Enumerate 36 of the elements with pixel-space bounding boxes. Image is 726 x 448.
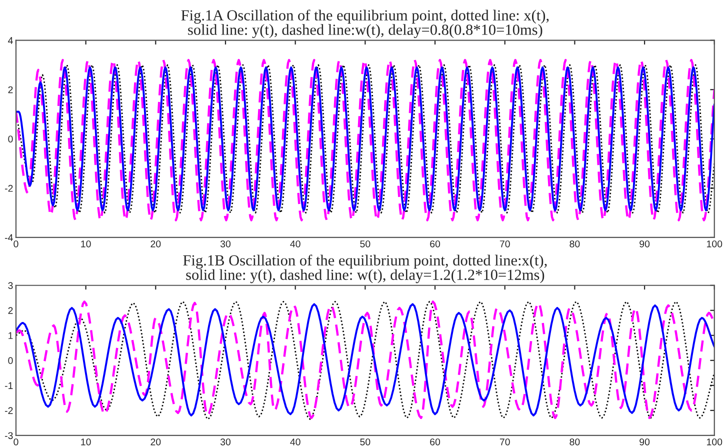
y-tick-label: 2 [8, 307, 13, 314]
y-tick-label: -1 [4, 382, 13, 389]
x-tick-label: 20 [150, 240, 161, 248]
y-tick-label: -2 [4, 184, 13, 192]
x-tick-label: 80 [570, 240, 580, 248]
x-tick-label: 40 [290, 240, 300, 248]
x-tick-label: 90 [640, 240, 650, 248]
y-tick-label: 0 [8, 136, 13, 142]
y-tick-label: 1 [8, 332, 13, 339]
x-tick-label: 70 [500, 438, 510, 446]
x-tick-label: 30 [220, 438, 231, 446]
x-tick-label: 90 [640, 438, 650, 446]
x-tick-label: 20 [150, 438, 161, 446]
y-tick-label: 0 [8, 357, 13, 364]
x-tick-label: 70 [500, 240, 510, 248]
x-tick-label: 30 [220, 240, 231, 248]
x-tick-label: 60 [430, 438, 440, 446]
chart-title: Fig.1B Oscillation of the equilibrium point, dotted line:x(t), solid line: y(t), dashed line: w(t), delay=1.2(1.2*10=12ms) [183, 254, 547, 284]
x-tick-label: 80 [570, 438, 580, 446]
x-tick-label: 50 [360, 438, 370, 446]
x-tick-label: 50 [360, 240, 370, 248]
y-tick-label: 3 [8, 282, 13, 289]
x-tick-label: 0 [14, 240, 18, 248]
x-tick-label: 60 [430, 240, 440, 248]
x-tick-label: 10 [81, 240, 91, 248]
x-tick-label: 10 [81, 438, 91, 446]
y-tick-label: 4 [8, 37, 13, 44]
chart-title: Fig.1A Oscillation of the equilibrium point, dotted line: x(t), solid line: y(t), dashed line:w(t), delay=0.8(0.8*10=10ms) [181, 10, 549, 38]
y-tick-label: -4 [4, 234, 13, 241]
y-tick-label: -2 [4, 407, 13, 414]
x-tick-label: 100 [707, 438, 722, 446]
x-tick-label: 100 [707, 240, 722, 248]
y-tick-label: 2 [8, 86, 13, 94]
y-tick-label: -3 [4, 432, 13, 440]
x-tick-label: 40 [290, 438, 300, 446]
x-tick-label: 0 [14, 438, 18, 446]
